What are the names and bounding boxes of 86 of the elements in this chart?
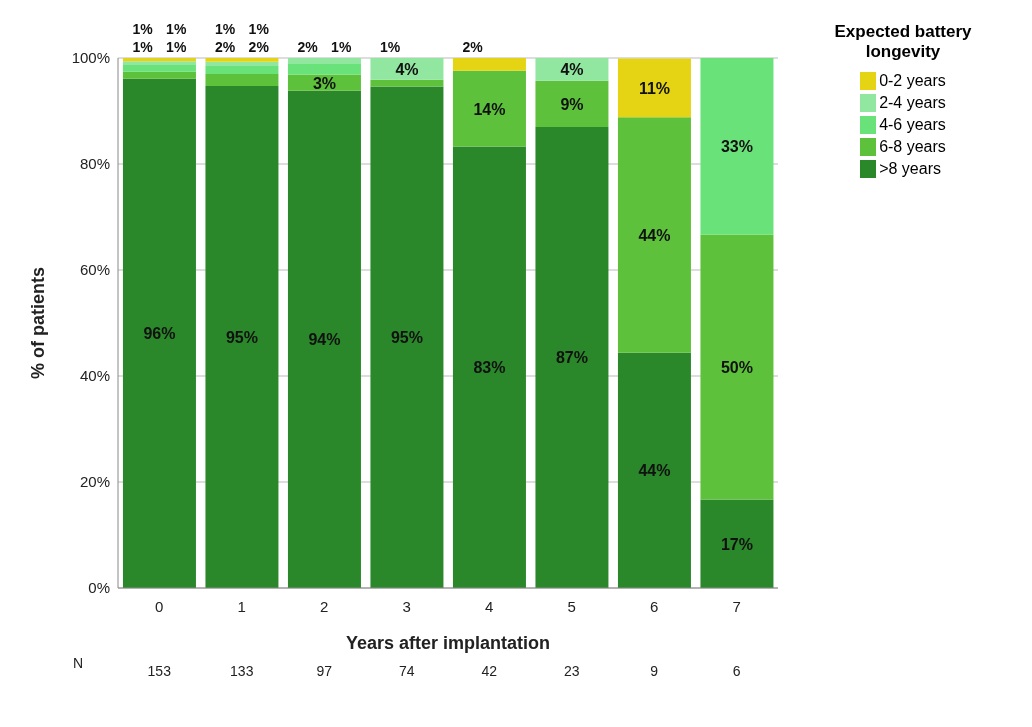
data-label: 1% (248, 21, 270, 37)
bar (122, 71, 196, 79)
data-label: 11% (638, 79, 671, 97)
text: 9 (650, 663, 659, 679)
bar (205, 73, 279, 87)
text: 97 (316, 663, 333, 679)
data-label: 14% (473, 100, 506, 118)
bar (205, 86, 279, 588)
y-tick-label: 20% (79, 473, 110, 491)
text: 153 (147, 663, 172, 679)
data-label: 1% (132, 21, 154, 37)
bar (535, 80, 609, 127)
x-axis-title: Years after implantation (345, 632, 551, 653)
bar (535, 126, 609, 588)
bar (370, 58, 444, 80)
data-label: 94% (308, 331, 341, 349)
x-tick-label: 0 (155, 598, 164, 615)
bar (700, 234, 774, 500)
data-label: 1% (166, 39, 187, 55)
x-tick-label: 5 (567, 598, 576, 615)
bar (617, 58, 691, 118)
legend-label: 2-4 years (879, 93, 946, 113)
data-label: 9% (560, 95, 584, 113)
bar (452, 70, 526, 147)
y-tick-label: 60% (79, 261, 110, 279)
x-tick-label: 1 (237, 598, 246, 615)
text: 6 (732, 663, 741, 679)
text: 23 (563, 663, 580, 679)
bar (370, 86, 444, 588)
data-label: 1% (132, 39, 154, 55)
bar (122, 64, 196, 72)
data-label: 3% (312, 74, 337, 92)
data-label: 1% (215, 21, 236, 37)
data-label: 95% (225, 329, 258, 347)
y-tick-label: 40% (79, 367, 110, 385)
bar (370, 79, 444, 87)
bar (287, 90, 361, 588)
data-label: 33% (720, 138, 753, 156)
bar (617, 352, 691, 588)
bar (205, 61, 279, 66)
bar (205, 65, 279, 74)
x-tick-label: 6 (650, 598, 659, 615)
data-label: 2% (462, 39, 484, 55)
legend-label: 6-8 years (879, 137, 946, 157)
bar (452, 58, 526, 71)
data-label: 44% (638, 462, 671, 480)
legend-label: 0-2 years (879, 71, 946, 91)
data-label: 4% (395, 60, 419, 78)
data-label: 17% (720, 535, 753, 553)
y-tick-label: 0% (88, 579, 110, 597)
data-label: 2% (215, 39, 236, 55)
data-label: 95% (390, 329, 423, 347)
x-tick-label: 4 (485, 598, 494, 615)
data-label: 4% (560, 61, 584, 79)
data-label: 1% (380, 39, 401, 55)
legend-label: 4-6 years (879, 115, 946, 135)
data-label: 2% (248, 39, 270, 55)
bar (617, 117, 691, 353)
y-tick-label: 80% (79, 155, 110, 173)
data-label: 1% (166, 21, 187, 37)
bar (700, 499, 774, 588)
legend-label: >8 years (879, 159, 941, 179)
legend-title: Expected battery longevity (833, 22, 973, 62)
data-label: 96% (143, 325, 176, 343)
bar (700, 58, 774, 235)
text: 42 (481, 663, 498, 679)
data-label: 83% (473, 359, 506, 377)
y-tick-label: 100% (71, 49, 110, 67)
data-label: 50% (720, 358, 753, 376)
x-tick-label: 7 (732, 598, 741, 615)
bar (287, 63, 361, 75)
bar (287, 58, 361, 64)
y-axis-title: % of patients (28, 266, 49, 380)
bar (205, 58, 279, 62)
x-tick-label: 2 (320, 598, 329, 615)
data-label: 44% (638, 227, 671, 245)
x-tick-label: 3 (402, 598, 411, 615)
text: 74 (398, 663, 415, 679)
data-label: 1% (331, 39, 352, 55)
text: N (72, 655, 84, 671)
bar (452, 146, 526, 588)
bar (535, 58, 609, 81)
bar (122, 78, 196, 588)
data-label: 87% (555, 349, 588, 367)
text: 133 (230, 663, 254, 679)
data-label: 2% (297, 39, 319, 55)
